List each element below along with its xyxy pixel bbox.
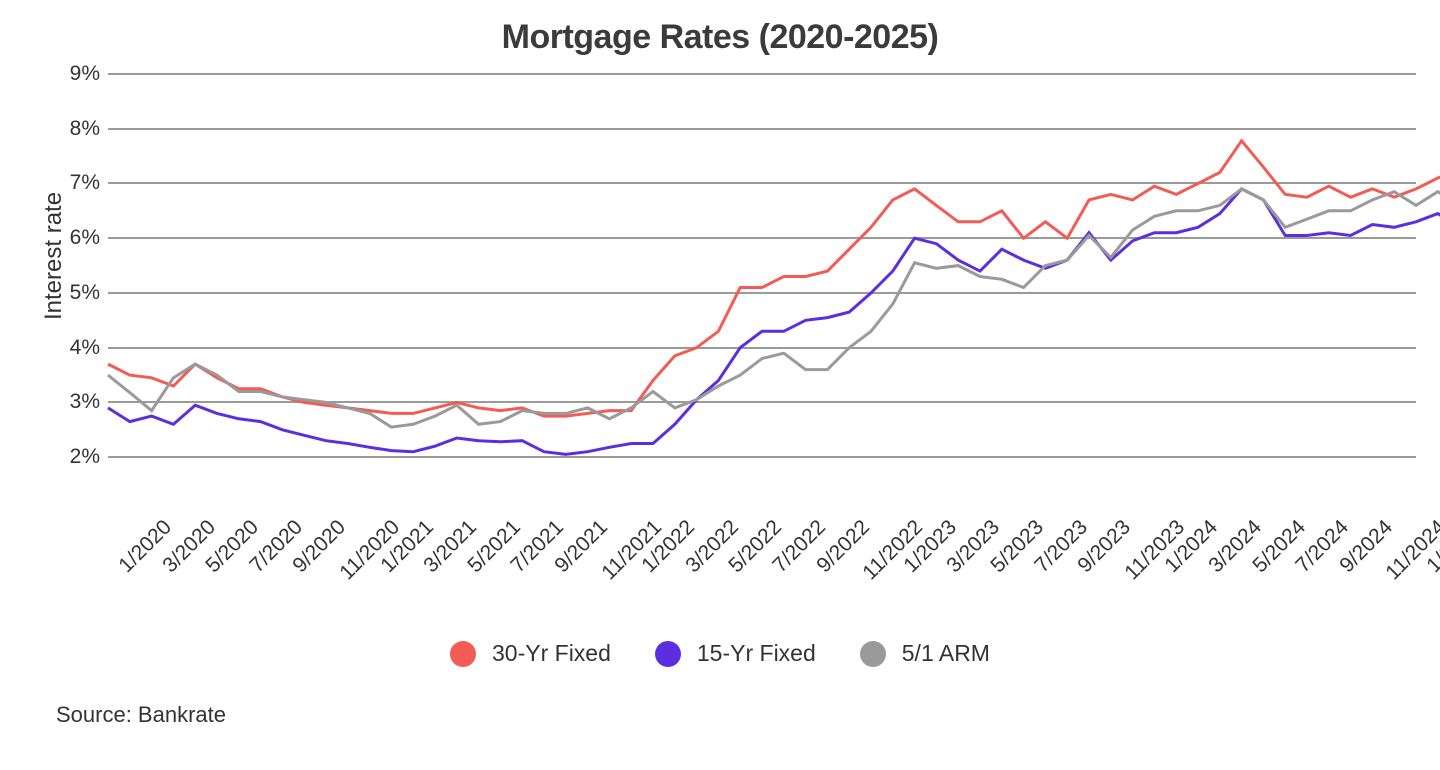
legend: 30-Yr Fixed 15-Yr Fixed 5/1 ARM (0, 640, 1440, 667)
y-tick-label: 9% (70, 62, 100, 86)
legend-item: 15-Yr Fixed (655, 640, 816, 667)
y-tick-label: 2% (70, 445, 100, 469)
chart-title: Mortgage Rates (2020-2025) (0, 18, 1440, 57)
y-tick-label: 6% (70, 226, 100, 250)
legend-label: 5/1 ARM (902, 640, 990, 667)
plot-area (108, 74, 1416, 490)
y-tick-label: 3% (70, 390, 100, 414)
legend-label: 15-Yr Fixed (697, 640, 816, 667)
series-line (108, 189, 1440, 455)
series-line (108, 141, 1440, 416)
legend-item: 5/1 ARM (860, 640, 990, 667)
source-text: Source: Bankrate (56, 702, 226, 728)
y-tick-label: 8% (70, 117, 100, 141)
y-tick-label: 7% (70, 171, 100, 195)
legend-color-dot (860, 641, 886, 667)
legend-color-dot (655, 641, 681, 667)
y-axis-label: Interest rate (40, 192, 68, 320)
y-tick-label: 5% (70, 281, 100, 305)
chart-container: Mortgage Rates (2020-2025) Interest rate… (0, 0, 1440, 770)
legend-color-dot (450, 641, 476, 667)
legend-item: 30-Yr Fixed (450, 640, 611, 667)
y-tick-label: 4% (70, 336, 100, 360)
series-line (108, 189, 1440, 427)
legend-label: 30-Yr Fixed (492, 640, 611, 667)
